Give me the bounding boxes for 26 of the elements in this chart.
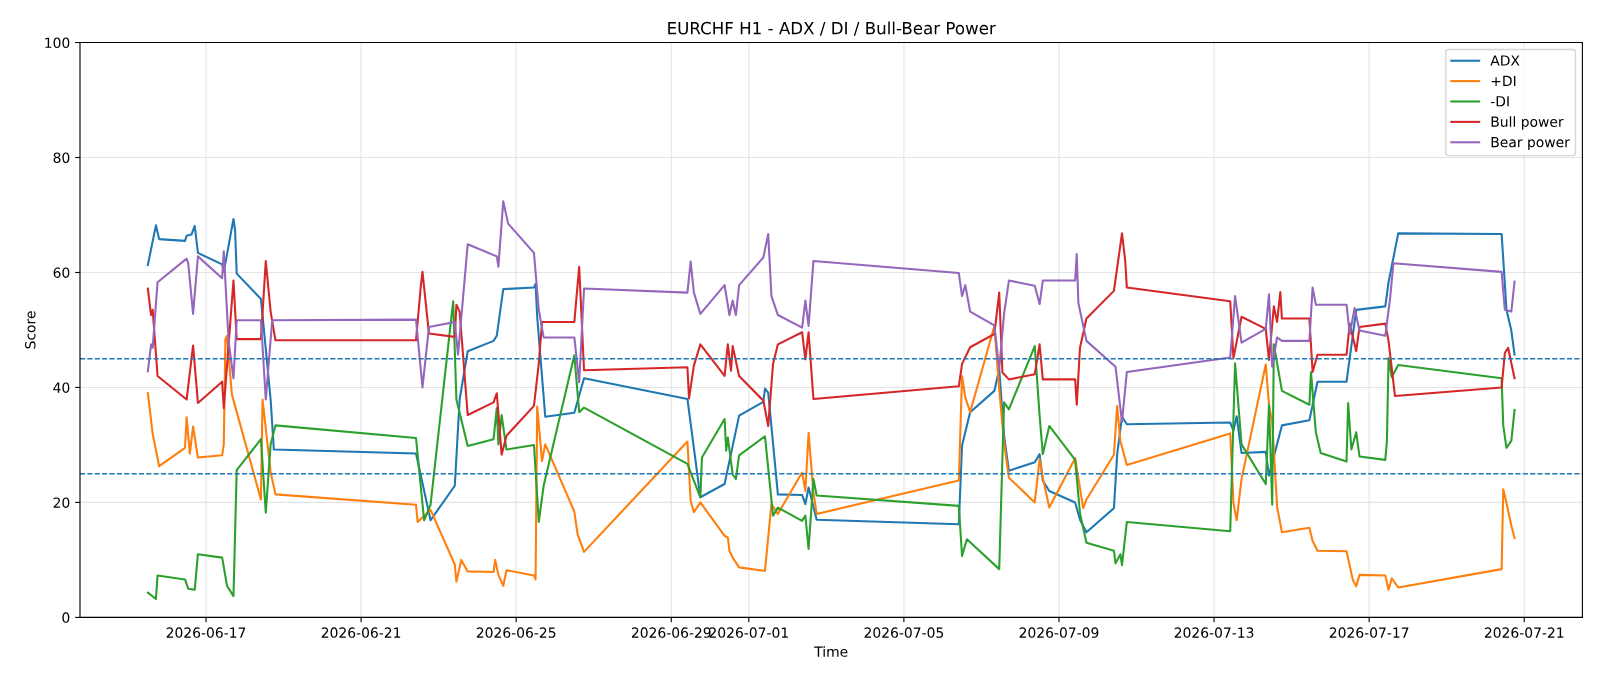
- y-tick-label: 60: [53, 267, 70, 278]
- x-tick-label: 2026-07-05: [864, 627, 944, 638]
- x-tick-label: 2026-06-29: [631, 627, 711, 638]
- y-tick-label: 100: [45, 37, 70, 49]
- x-tick-label: 2026-07-01: [709, 627, 788, 638]
- y-axis-title: Score: [25, 311, 36, 349]
- y-tick-label: 80: [53, 152, 70, 163]
- y-tick-label: 20: [53, 497, 70, 508]
- x-tick-label: 2026-07-17: [1329, 627, 1409, 638]
- line-series: [146, 232, 1516, 456]
- legend-label: ADX: [1490, 55, 1520, 66]
- legend-label: +DI: [1491, 75, 1516, 86]
- x-axis-title: Time: [814, 646, 848, 657]
- legend-label: Bear power: [1491, 137, 1570, 151]
- legend-label: -DI: [1490, 96, 1509, 107]
- y-tick-label: 40: [53, 382, 70, 393]
- legend-label: Bull power: [1491, 116, 1564, 130]
- x-tick-label: 2026-06-25: [476, 627, 556, 638]
- x-tick-label: 2026-06-21: [321, 627, 401, 638]
- chart-title: EURCHF H1 - ADX / DI / Bull-Bear Power: [668, 21, 996, 36]
- x-tick-label: 2026-07-09: [1019, 627, 1099, 638]
- line-series: [146, 200, 1516, 423]
- x-tick-label: 2026-07-13: [1174, 627, 1254, 638]
- x-tick-label: 2026-06-17: [166, 627, 246, 638]
- x-tick-label: 2026-07-21: [1484, 627, 1564, 638]
- y-tick-label: 0: [62, 612, 70, 623]
